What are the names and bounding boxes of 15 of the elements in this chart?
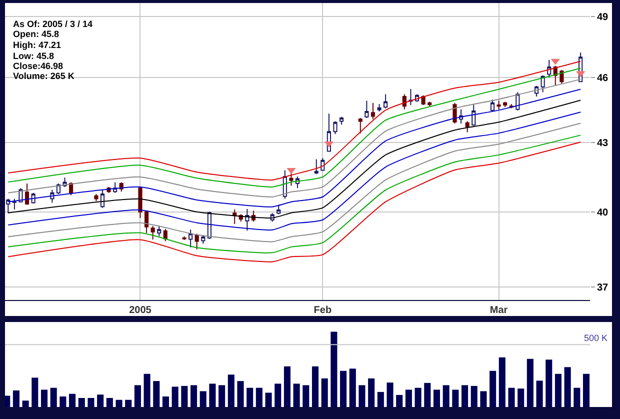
y-tick-label: 37 [597, 282, 609, 294]
y-tick-label: 43 [597, 138, 609, 149]
y-tick-label: 49 [597, 12, 609, 24]
annotation: As Of: 2005 / 3 / 14 [13, 19, 93, 29]
annotation: Volume: 265 K [13, 71, 75, 81]
x-tick-label: Mar [490, 305, 508, 316]
annotation: Low: 45.8 [13, 51, 54, 61]
y-tick-label: 40 [597, 207, 609, 218]
y-tick-label: 46 [597, 72, 609, 84]
annotation: Open: 45.8 [13, 29, 60, 39]
ref-line-label: 500 K [584, 333, 608, 343]
x-tick-label: 2005 [129, 305, 152, 316]
x-tick-label: Feb [314, 305, 332, 316]
annotation: Close:46.98 [13, 61, 64, 71]
annotation: High: 47.21 [13, 40, 62, 50]
